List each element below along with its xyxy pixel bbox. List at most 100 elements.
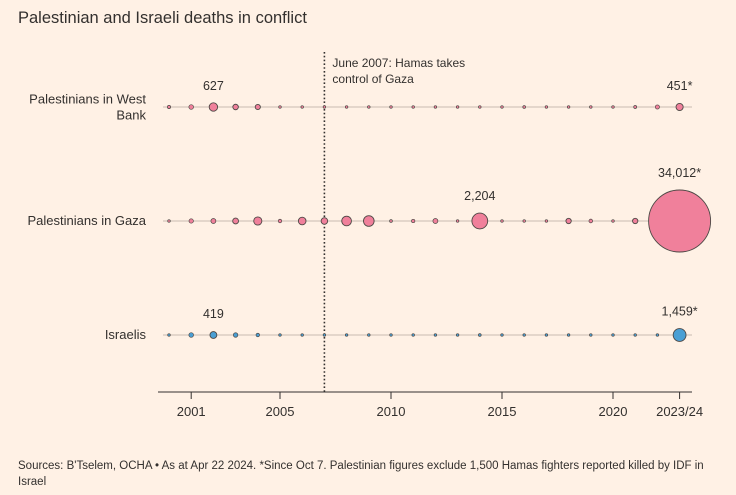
sources-note: Sources: B'Tselem, OCHA • As at Apr 22 2… xyxy=(18,460,704,488)
data-point xyxy=(566,333,571,337)
annotation-text-line: June 2007: Hamas takes xyxy=(332,56,465,70)
data-points xyxy=(167,102,712,342)
data-point xyxy=(500,105,504,109)
data-point xyxy=(278,333,282,337)
data-point xyxy=(589,105,593,109)
data-point xyxy=(672,328,687,342)
value-label: 419 xyxy=(203,307,224,321)
data-point xyxy=(588,218,593,224)
data-point xyxy=(367,105,371,109)
data-point xyxy=(478,105,482,109)
data-point xyxy=(322,333,327,337)
data-point xyxy=(232,217,239,225)
x-axis: 2001 2005 2010 2015 2020 2023/24 xyxy=(158,391,703,419)
chart-title: Palestinian and Israeli deaths in confli… xyxy=(18,9,307,27)
data-point xyxy=(411,218,416,224)
value-label: 2,204 xyxy=(464,189,495,203)
data-point xyxy=(565,217,572,225)
data-point xyxy=(544,105,549,109)
data-point xyxy=(611,105,615,109)
data-point xyxy=(232,103,239,111)
data-point xyxy=(389,105,393,109)
data-point xyxy=(432,218,439,224)
data-point xyxy=(188,104,194,110)
data-point xyxy=(632,217,639,225)
data-point xyxy=(522,219,526,223)
row-label-line: Palestinians in West xyxy=(29,92,146,107)
data-point xyxy=(522,333,526,337)
data-point xyxy=(253,216,263,226)
data-point xyxy=(411,105,415,109)
data-point xyxy=(341,215,352,227)
row-label: Palestinians in West Bank xyxy=(29,92,146,123)
data-point xyxy=(344,105,349,109)
data-point xyxy=(433,105,438,109)
data-point xyxy=(320,217,329,225)
data-point xyxy=(255,332,260,338)
x-tick-label: 2005 xyxy=(266,404,295,419)
data-point xyxy=(167,105,171,109)
x-tick-label: 2023/24 xyxy=(656,404,703,419)
row-guides xyxy=(163,106,692,336)
data-point xyxy=(188,332,194,338)
data-point xyxy=(254,103,261,111)
data-point xyxy=(389,333,393,337)
data-point xyxy=(278,105,282,109)
value-label: 1,459* xyxy=(662,305,698,319)
data-point xyxy=(455,333,460,337)
x-tick-label: 2015 xyxy=(488,404,517,419)
data-point xyxy=(654,104,660,110)
data-point xyxy=(648,189,712,253)
data-point xyxy=(167,333,171,337)
data-point xyxy=(277,218,283,224)
data-point xyxy=(500,333,504,337)
row-label-line: Palestinians in Gaza xyxy=(27,213,146,228)
data-point xyxy=(611,333,615,337)
data-point xyxy=(188,218,194,224)
annotation-text-line: control of Gaza xyxy=(332,72,414,86)
data-point xyxy=(478,333,482,337)
data-point xyxy=(522,105,526,109)
annotation-text: June 2007: Hamas takes control of Gaza xyxy=(332,56,465,86)
x-tick-label: 2010 xyxy=(377,404,406,419)
data-point xyxy=(297,216,307,226)
data-point xyxy=(675,102,684,112)
data-point xyxy=(232,332,239,338)
data-point xyxy=(208,102,219,112)
row-label: Israelis xyxy=(105,327,147,342)
data-point xyxy=(300,333,304,337)
row-label-line: Israelis xyxy=(105,327,147,342)
data-point xyxy=(544,219,549,223)
data-point xyxy=(500,219,504,223)
data-point xyxy=(367,333,371,337)
x-tick-label: 2020 xyxy=(599,404,628,419)
data-point xyxy=(363,215,375,227)
data-point xyxy=(589,333,593,337)
data-point xyxy=(455,105,460,109)
annotation-group: June 2007: Hamas takes control of Gaza xyxy=(323,52,465,392)
data-point xyxy=(611,219,615,223)
data-point xyxy=(455,219,460,223)
row-label-line: Bank xyxy=(116,108,146,123)
data-point xyxy=(167,219,171,223)
x-tick-label: 2001 xyxy=(177,404,206,419)
data-point xyxy=(566,105,571,109)
data-point xyxy=(344,333,349,337)
data-point xyxy=(411,333,415,337)
data-point xyxy=(389,219,393,223)
row-label: Palestinians in Gaza xyxy=(27,213,146,228)
data-point xyxy=(544,333,549,337)
data-point xyxy=(655,333,660,337)
data-point xyxy=(633,105,638,109)
data-point xyxy=(433,333,438,337)
value-labels: 627 451* 2,204 34,012* 419 1,459* xyxy=(203,79,701,321)
data-point xyxy=(322,105,327,109)
data-point xyxy=(300,105,304,109)
value-label: 627 xyxy=(203,79,224,93)
value-label: 451* xyxy=(667,79,693,93)
data-point xyxy=(210,218,217,224)
data-point xyxy=(633,333,637,337)
value-label: 34,012* xyxy=(658,166,701,180)
data-point xyxy=(209,331,218,339)
